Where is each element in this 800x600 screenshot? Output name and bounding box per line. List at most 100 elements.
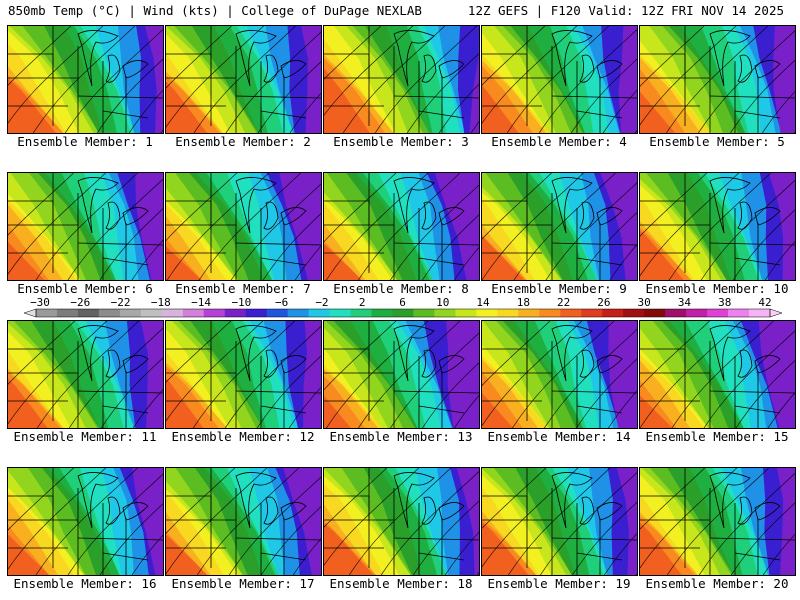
temperature-contours [640, 321, 795, 428]
colorbar-segment [434, 309, 456, 317]
colorbar-segment [371, 309, 394, 317]
state-borders [640, 173, 795, 280]
colorbar-segment [392, 309, 414, 317]
ensemble-member-label: Ensemble Member: 10 [645, 281, 789, 296]
colorbar-segment [518, 309, 540, 317]
ensemble-member-label: Ensemble Member: 16 [13, 576, 157, 591]
colorbar-max-arrow [769, 308, 783, 318]
colorbar-tick-label: 34 [678, 296, 692, 309]
temperature-colorbar: −30 −26 −22 −18 −14 −10 −6 −2 2 6 10 14 18 22 26 30 34 38… [23, 296, 783, 318]
ensemble-member-label: Ensemble Member: 20 [645, 576, 789, 591]
colorbar-segment [56, 309, 79, 317]
temperature-band [434, 173, 479, 280]
colorbar-tick-label: 2 [359, 296, 366, 309]
ensemble-member-map [481, 320, 638, 429]
colorbar-segment [497, 309, 519, 317]
ensemble-member-map [7, 467, 164, 576]
ensemble-member-map [639, 320, 796, 429]
colorbar-tick-label: −6 [275, 296, 288, 309]
colorbar-segment [581, 309, 603, 317]
ensemble-member-map [165, 172, 322, 281]
colorbar-segment [203, 309, 226, 317]
temperature-band [773, 26, 795, 133]
colorbar-segment [36, 309, 58, 317]
colorbar-segment [182, 309, 205, 317]
temperature-band [446, 321, 479, 428]
ensemble-member-map [165, 320, 322, 429]
ensemble-member-label: Ensemble Member: 19 [487, 576, 631, 591]
state-borders [482, 468, 637, 575]
ensemble-member-map [7, 172, 164, 281]
colorbar-segment [413, 309, 435, 317]
ensemble-member-label: Ensemble Member: 11 [13, 429, 157, 444]
header-valid-time: 12Z GEFS | F120 Valid: 12Z FRI NOV 14 20… [467, 3, 784, 18]
temperature-contours [8, 321, 163, 428]
ensemble-member-map [165, 25, 322, 134]
temperature-contours [8, 468, 163, 575]
state-borders [640, 26, 795, 133]
colorbar-segment [119, 309, 142, 317]
ensemble-member-map [323, 467, 480, 576]
temperature-contours [482, 173, 637, 280]
ensemble-member-map [165, 467, 322, 576]
colorbar-segment [644, 309, 666, 317]
state-borders [8, 321, 163, 428]
temperature-contours [640, 26, 795, 133]
colorbar-segment [77, 309, 100, 317]
temperature-band [608, 321, 637, 428]
colorbar-tick-label: 26 [597, 296, 610, 309]
temperature-contours [8, 26, 163, 133]
colorbar-tick-label: −10 [231, 296, 251, 309]
temperature-contours [640, 173, 795, 280]
ensemble-member-label: Ensemble Member: 12 [171, 429, 315, 444]
colorbar-tick-label: −22 [111, 296, 131, 309]
colorbar-segment [686, 309, 708, 317]
temperature-contours [482, 321, 637, 428]
colorbar-segment [728, 309, 750, 317]
ensemble-member-map [481, 172, 638, 281]
temperature-band [279, 173, 321, 280]
ensemble-member-label: Ensemble Member: 4 [491, 134, 627, 149]
colorbar-tick-label: 18 [517, 296, 530, 309]
temperature-contours [8, 173, 163, 280]
colorbar-tick-label: −30 [30, 296, 50, 309]
colorbar-segment [287, 309, 310, 317]
temperature-band [758, 321, 795, 428]
temperature-band [456, 468, 479, 575]
colorbar-tick-label: −14 [191, 296, 211, 309]
colorbar-tick-label: 22 [557, 296, 570, 309]
colorbar-min-arrow [23, 308, 37, 318]
temperature-contours [324, 173, 479, 280]
temperature-band [776, 468, 795, 575]
temperature-contours [166, 321, 321, 428]
temperature-band [600, 173, 637, 280]
state-borders [482, 173, 637, 280]
ensemble-member-label: Ensemble Member: 9 [491, 281, 627, 296]
colorbar-segment [749, 309, 771, 317]
ensemble-member-label: Ensemble Member: 7 [175, 281, 311, 296]
temperature-contours [166, 26, 321, 133]
colorbar-tick-label: 6 [399, 296, 406, 309]
ensemble-member-map [481, 25, 638, 134]
temperature-contours [166, 173, 321, 280]
ensemble-member-label: Ensemble Member: 18 [329, 576, 473, 591]
temperature-band [768, 173, 795, 280]
colorbar-segment [266, 309, 289, 317]
state-borders [166, 468, 321, 575]
colorbar-segment [98, 309, 121, 317]
ensemble-member-map [323, 320, 480, 429]
ensemble-member-map [323, 172, 480, 281]
colorbar-segment [476, 309, 498, 317]
temperature-contours [324, 321, 479, 428]
temperature-band [283, 468, 321, 575]
colorbar-segment [350, 309, 373, 317]
ensemble-member-map [7, 25, 164, 134]
state-borders [166, 173, 321, 280]
temperature-band [303, 321, 321, 428]
colorbar-segment [329, 309, 352, 317]
state-borders [324, 173, 479, 280]
colorbar-segment [560, 309, 582, 317]
colorbar-tick-label: −18 [151, 296, 171, 309]
ensemble-member-label: Ensemble Member: 15 [645, 429, 789, 444]
colorbar-segment [140, 309, 163, 317]
